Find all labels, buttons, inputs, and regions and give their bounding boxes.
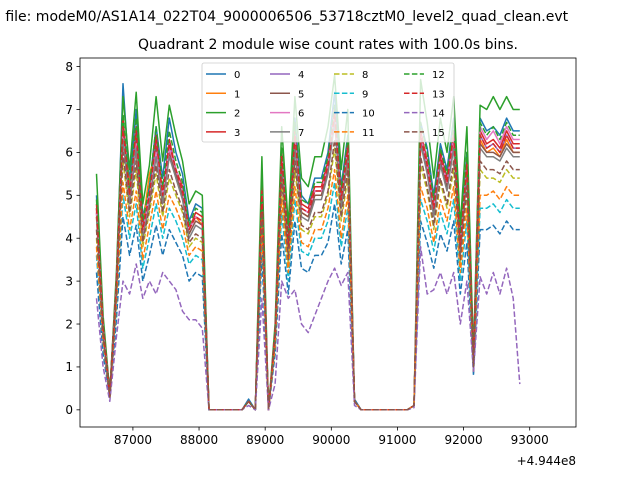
legend-label-5: 5 bbox=[298, 89, 304, 100]
x-tick-label: 89000 bbox=[246, 433, 284, 447]
series-line-8 bbox=[95, 147, 520, 411]
x-tick-label: 88000 bbox=[180, 433, 218, 447]
legend-label-9: 9 bbox=[362, 89, 368, 100]
series-line-13 bbox=[95, 113, 520, 411]
x-tick-label: 93000 bbox=[511, 433, 549, 447]
series-line-12 bbox=[95, 104, 520, 411]
series-line-9 bbox=[95, 181, 520, 411]
series-line-11 bbox=[95, 168, 520, 411]
y-tick-label: 4 bbox=[65, 232, 73, 246]
y-tick-label: 0 bbox=[65, 403, 73, 417]
legend-label-3: 3 bbox=[234, 128, 240, 139]
series-line-0 bbox=[95, 82, 520, 411]
legend-label-7: 7 bbox=[298, 128, 304, 139]
y-tick-label: 1 bbox=[65, 360, 73, 374]
x-tick-label: 92000 bbox=[444, 433, 482, 447]
legend-label-15: 15 bbox=[432, 128, 445, 139]
x-tick-label: 91000 bbox=[378, 433, 416, 447]
legend-label-10: 10 bbox=[362, 109, 375, 120]
suptitle: n file: modeM0/AS1A14_022T04_9000006506_… bbox=[0, 9, 569, 25]
y-tick-label: 8 bbox=[65, 60, 73, 74]
legend-label-8: 8 bbox=[362, 70, 368, 81]
legend-box bbox=[201, 62, 455, 143]
chart-title: Quadrant 2 module wise count rates with … bbox=[138, 37, 518, 53]
legend-label-12: 12 bbox=[432, 70, 445, 81]
legend-label-14: 14 bbox=[432, 109, 445, 120]
legend-label-0: 0 bbox=[234, 70, 240, 81]
series-line-7 bbox=[95, 121, 520, 411]
x-tick-label: 87000 bbox=[114, 433, 152, 447]
legend-label-2: 2 bbox=[234, 109, 240, 120]
axes: 87000 88000 89000 90000 91000 92000 9300001234… bbox=[65, 57, 577, 447]
x-offset-label: +4.944e8 bbox=[517, 454, 576, 468]
legend-label-11: 11 bbox=[362, 128, 375, 139]
legend-label-6: 6 bbox=[298, 109, 304, 120]
legend-label-13: 13 bbox=[432, 89, 445, 100]
legend-label-4: 4 bbox=[298, 70, 304, 81]
series-line-10 bbox=[95, 203, 520, 411]
x-tick-label: 90000 bbox=[312, 433, 350, 447]
y-tick-label: 6 bbox=[65, 146, 73, 160]
series-line-14 bbox=[95, 246, 521, 411]
plot-area bbox=[95, 74, 521, 411]
series-line-15 bbox=[95, 138, 520, 411]
y-tick-label: 5 bbox=[65, 189, 73, 203]
legend-label-1: 1 bbox=[234, 89, 240, 100]
y-tick-label: 7 bbox=[65, 103, 73, 117]
axes-frame bbox=[79, 57, 577, 428]
y-tick-label: 3 bbox=[65, 274, 73, 288]
y-tick-label: 2 bbox=[65, 317, 73, 331]
